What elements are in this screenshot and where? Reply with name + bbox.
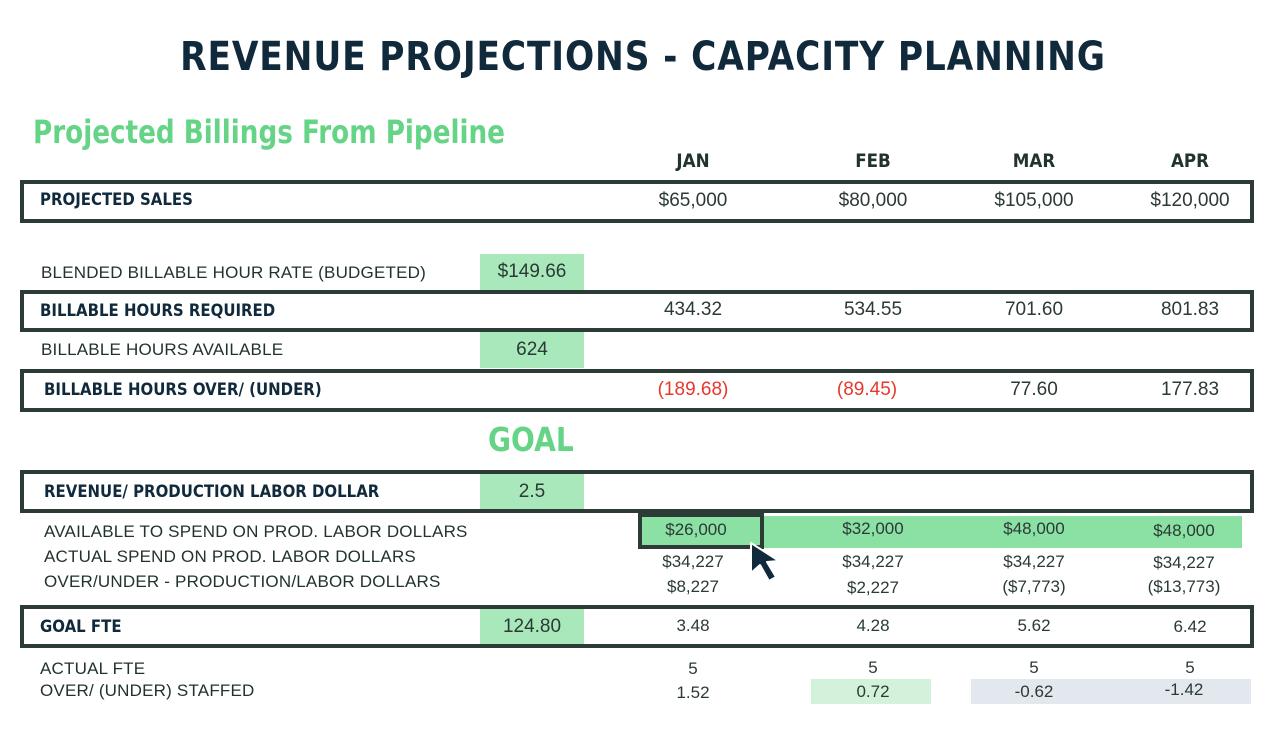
staffed-over-under-feb[interactable]: 0.72 <box>856 682 890 701</box>
selected-cell-jan[interactable] <box>638 513 764 549</box>
labor-over-under-jan[interactable]: $8,227 <box>667 577 719 596</box>
labor-over-under-label: OVER/UNDER - PRODUCTION/LABOR DOLLARS <box>44 572 441 591</box>
month-header-mar: MAR <box>1012 150 1056 172</box>
month-header-jan: JAN <box>676 150 710 172</box>
revenue-per-labor-goal[interactable]: 2.5 <box>480 474 584 509</box>
hours-over-under-jan[interactable]: (189.68) <box>657 379 729 400</box>
actual-fte-jan[interactable]: 5 <box>688 659 698 678</box>
available-to-spend-feb[interactable]: $32,000 <box>842 519 904 538</box>
goal-fte-feb[interactable]: 4.28 <box>856 616 890 635</box>
staffed-over-under-jan[interactable]: 1.52 <box>676 683 710 702</box>
actual-spend-mar[interactable]: $34,227 <box>1003 552 1065 571</box>
hours-over-under-row <box>20 369 1254 412</box>
available-to-spend-jan[interactable]: $26,000 <box>665 520 727 539</box>
projected-sales-mar[interactable]: $105,000 <box>994 190 1074 211</box>
staffed-over-under-label: OVER/ (UNDER) STAFFED <box>40 681 255 700</box>
labor-over-under-apr[interactable]: ($13,773) <box>1147 577 1221 596</box>
projected-sales-label: PROJECTED SALES <box>40 190 193 210</box>
goal-fte-apr[interactable]: 6.42 <box>1173 617 1207 636</box>
blended-rate-goal[interactable]: $149.66 <box>480 254 584 290</box>
hours-required-label: BILLABLE HOURS REQUIRED <box>40 301 276 321</box>
goal-fte-mar[interactable]: 5.62 <box>1017 616 1051 635</box>
actual-spend-apr[interactable]: $34,227 <box>1153 553 1215 572</box>
goal-fte-label: GOAL FTE <box>40 617 122 637</box>
staffed-over-under-mar[interactable]: -0.62 <box>1014 682 1054 701</box>
projected-sales-apr[interactable]: $120,000 <box>1150 190 1230 211</box>
month-header-apr: APR <box>1170 150 1210 172</box>
over-staffed-highlight <box>811 679 931 704</box>
hours-required-jan[interactable]: 434.32 <box>663 299 723 320</box>
hours-required-apr[interactable]: 801.83 <box>1160 299 1220 320</box>
hours-required-feb[interactable]: 534.55 <box>843 299 903 320</box>
hours-over-under-feb[interactable]: (89.45) <box>836 379 898 400</box>
hours-over-under-mar[interactable]: 77.60 <box>1010 379 1058 400</box>
hours-required-mar[interactable]: 701.60 <box>1004 299 1064 320</box>
projected-sales-feb[interactable]: $80,000 <box>838 190 908 211</box>
available-to-spend-mar[interactable]: $48,000 <box>1003 519 1065 538</box>
actual-fte-apr[interactable]: 5 <box>1185 658 1195 677</box>
actual-fte-mar[interactable]: 5 <box>1029 658 1039 677</box>
month-header-feb: FEB <box>855 150 891 172</box>
labor-over-under-mar[interactable]: ($7,773) <box>1002 577 1066 596</box>
hours-required-row <box>20 290 1254 332</box>
hours-available-goal[interactable]: 624 <box>480 332 584 368</box>
available-to-spend-apr[interactable]: $48,000 <box>1153 521 1215 540</box>
actual-spend-jan[interactable]: $34,227 <box>662 552 724 571</box>
hours-over-under-apr[interactable]: 177.83 <box>1160 379 1220 400</box>
staffed-over-under-apr[interactable]: -1.42 <box>1164 680 1204 699</box>
goal-fte-goal[interactable]: 124.80 <box>480 609 584 644</box>
actual-fte-label: ACTUAL FTE <box>40 659 146 678</box>
labor-over-under-feb[interactable]: $2,227 <box>847 578 899 597</box>
goal-fte-row <box>20 605 1254 648</box>
actual-fte-feb[interactable]: 5 <box>868 658 878 677</box>
projected-sales-jan[interactable]: $65,000 <box>658 190 728 211</box>
hours-available-label: BILLABLE HOURS AVAILABLE <box>41 340 284 359</box>
under-staffed-highlight <box>971 679 1251 704</box>
mouse-pointer-icon <box>748 540 790 584</box>
blended-rate-label: BLENDED BILLABLE HOUR RATE (BUDGETED) <box>41 263 426 282</box>
page-title: REVENUE PROJECTIONS - CAPACITY PLANNING <box>180 34 1106 80</box>
projected-sales-row <box>20 180 1254 223</box>
actual-spend-feb[interactable]: $34,227 <box>842 552 904 571</box>
revenue-per-labor-label: REVENUE/ PRODUCTION LABOR DOLLAR <box>44 482 380 502</box>
goal-fte-jan[interactable]: 3.48 <box>676 616 710 635</box>
available-to-spend-label: AVAILABLE TO SPEND ON PROD. LABOR DOLLAR… <box>44 522 468 541</box>
revenue-per-labor-row <box>20 470 1254 513</box>
actual-spend-label: ACTUAL SPEND ON PROD. LABOR DOLLARS <box>44 547 416 566</box>
hours-over-under-label: BILLABLE HOURS OVER/ (UNDER) <box>44 380 322 400</box>
goal-heading: GOAL <box>488 420 574 459</box>
section-subtitle: Projected Billings From Pipeline <box>33 113 505 151</box>
